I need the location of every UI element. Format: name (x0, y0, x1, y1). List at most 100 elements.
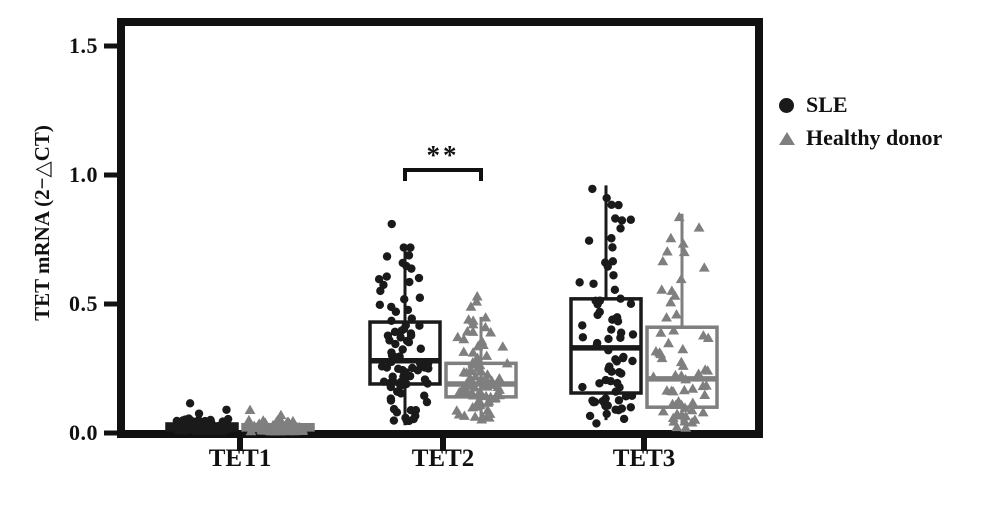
y-axis-title: TET mRNA (2−△CT) (30, 125, 54, 321)
scatter-point (671, 309, 682, 319)
scatter-point (585, 411, 595, 421)
scatter-point (422, 397, 432, 407)
scatter-point (606, 376, 615, 386)
scatter-point (675, 273, 687, 284)
scatter-point (469, 411, 481, 421)
scatter-point (243, 414, 255, 425)
scatter-point (463, 314, 474, 324)
scatter-point (702, 365, 714, 375)
scatter-point (388, 372, 397, 381)
scatter-point (615, 368, 624, 377)
scatter-point (604, 334, 613, 344)
scatter-point (665, 296, 677, 307)
scatter-point (592, 419, 601, 428)
scatter-point (415, 293, 425, 302)
scatter-point (420, 391, 429, 400)
scatter-point (374, 275, 384, 284)
scatter-point (608, 315, 617, 324)
scatter-point (398, 258, 407, 268)
scatter-point (377, 362, 387, 371)
scatter-point (423, 359, 433, 369)
scatter-point (245, 425, 257, 436)
scatter-point (407, 314, 416, 323)
scatter-point (611, 214, 620, 223)
scatter-point (476, 335, 488, 345)
scatter-point (628, 356, 637, 366)
scatter-point (206, 415, 215, 425)
scatter-point (379, 377, 389, 386)
scatter-point (185, 399, 195, 408)
scatter-point (458, 346, 470, 356)
y-tick-label: 0.5 (69, 291, 98, 316)
scatter-point (626, 215, 636, 224)
scatter-point (194, 409, 204, 418)
scatter-point (607, 325, 616, 334)
scatter-point (595, 379, 604, 388)
scatter-point (461, 326, 473, 336)
scatter-point (382, 252, 392, 261)
scatter-point (452, 331, 464, 342)
y-tick-label: 1.5 (69, 33, 98, 58)
scatter-point (396, 333, 405, 342)
scatter-point (390, 327, 400, 337)
scatter-point (400, 374, 410, 383)
scatter-point (578, 321, 587, 330)
legend-item-sle: SLE (778, 93, 942, 117)
scatter-point (678, 246, 690, 257)
scatter-point (389, 416, 399, 425)
y-tick-label: 1.0 (69, 162, 98, 187)
scatter-point (387, 316, 396, 326)
x-tick-label-tet2: TET2 (411, 445, 475, 472)
scatter-point (465, 301, 477, 311)
scatter-point (244, 404, 256, 414)
scatter-point (578, 382, 587, 392)
scatter-point (481, 350, 493, 360)
scatter-point (194, 416, 203, 425)
legend: SLE Healthy donor (778, 93, 942, 150)
scatter-point (657, 406, 669, 416)
sle-circle-icon (778, 97, 795, 113)
scatter-point (461, 386, 473, 396)
scatter-point (616, 328, 626, 337)
scatter-point (661, 385, 673, 395)
scatter-point (614, 200, 623, 210)
scatter-point (661, 246, 673, 256)
scatter-point (472, 352, 483, 363)
scatter-point (588, 184, 597, 194)
scatter-point (399, 243, 408, 252)
scatter-point (472, 362, 484, 372)
scatter-point (400, 295, 409, 304)
scatter-point (401, 321, 410, 330)
scatter-point (382, 272, 391, 281)
scatter-point (677, 343, 689, 354)
scatter-point (610, 285, 620, 295)
scatter-point (616, 224, 625, 233)
scatter-point (655, 348, 667, 359)
scatter-point (669, 290, 681, 300)
scatter-point (673, 396, 684, 406)
scatter-point (184, 414, 193, 423)
scatter-point (591, 296, 600, 306)
scatter-point (415, 359, 425, 368)
scatter-point (609, 271, 618, 280)
scatter-point (693, 222, 705, 232)
scatter-point (619, 414, 629, 424)
scatter-point (383, 331, 393, 340)
scatter-point (414, 273, 424, 283)
scatter-point (394, 364, 403, 374)
scatter-point (172, 416, 182, 426)
scatter-point (687, 383, 699, 393)
scatter-point (406, 243, 415, 252)
scatter-point (493, 373, 505, 383)
scatter-point (415, 321, 424, 330)
scatter-point (677, 238, 689, 248)
scatter-point (617, 404, 627, 413)
significance-bracket (403, 168, 483, 181)
scatter-point (464, 372, 476, 382)
scatter-point (479, 321, 491, 332)
plot-frame (117, 18, 763, 438)
scatter-point (589, 279, 598, 288)
scatter-point (693, 368, 704, 378)
scatter-point (608, 243, 617, 252)
scatter-point (379, 280, 388, 290)
